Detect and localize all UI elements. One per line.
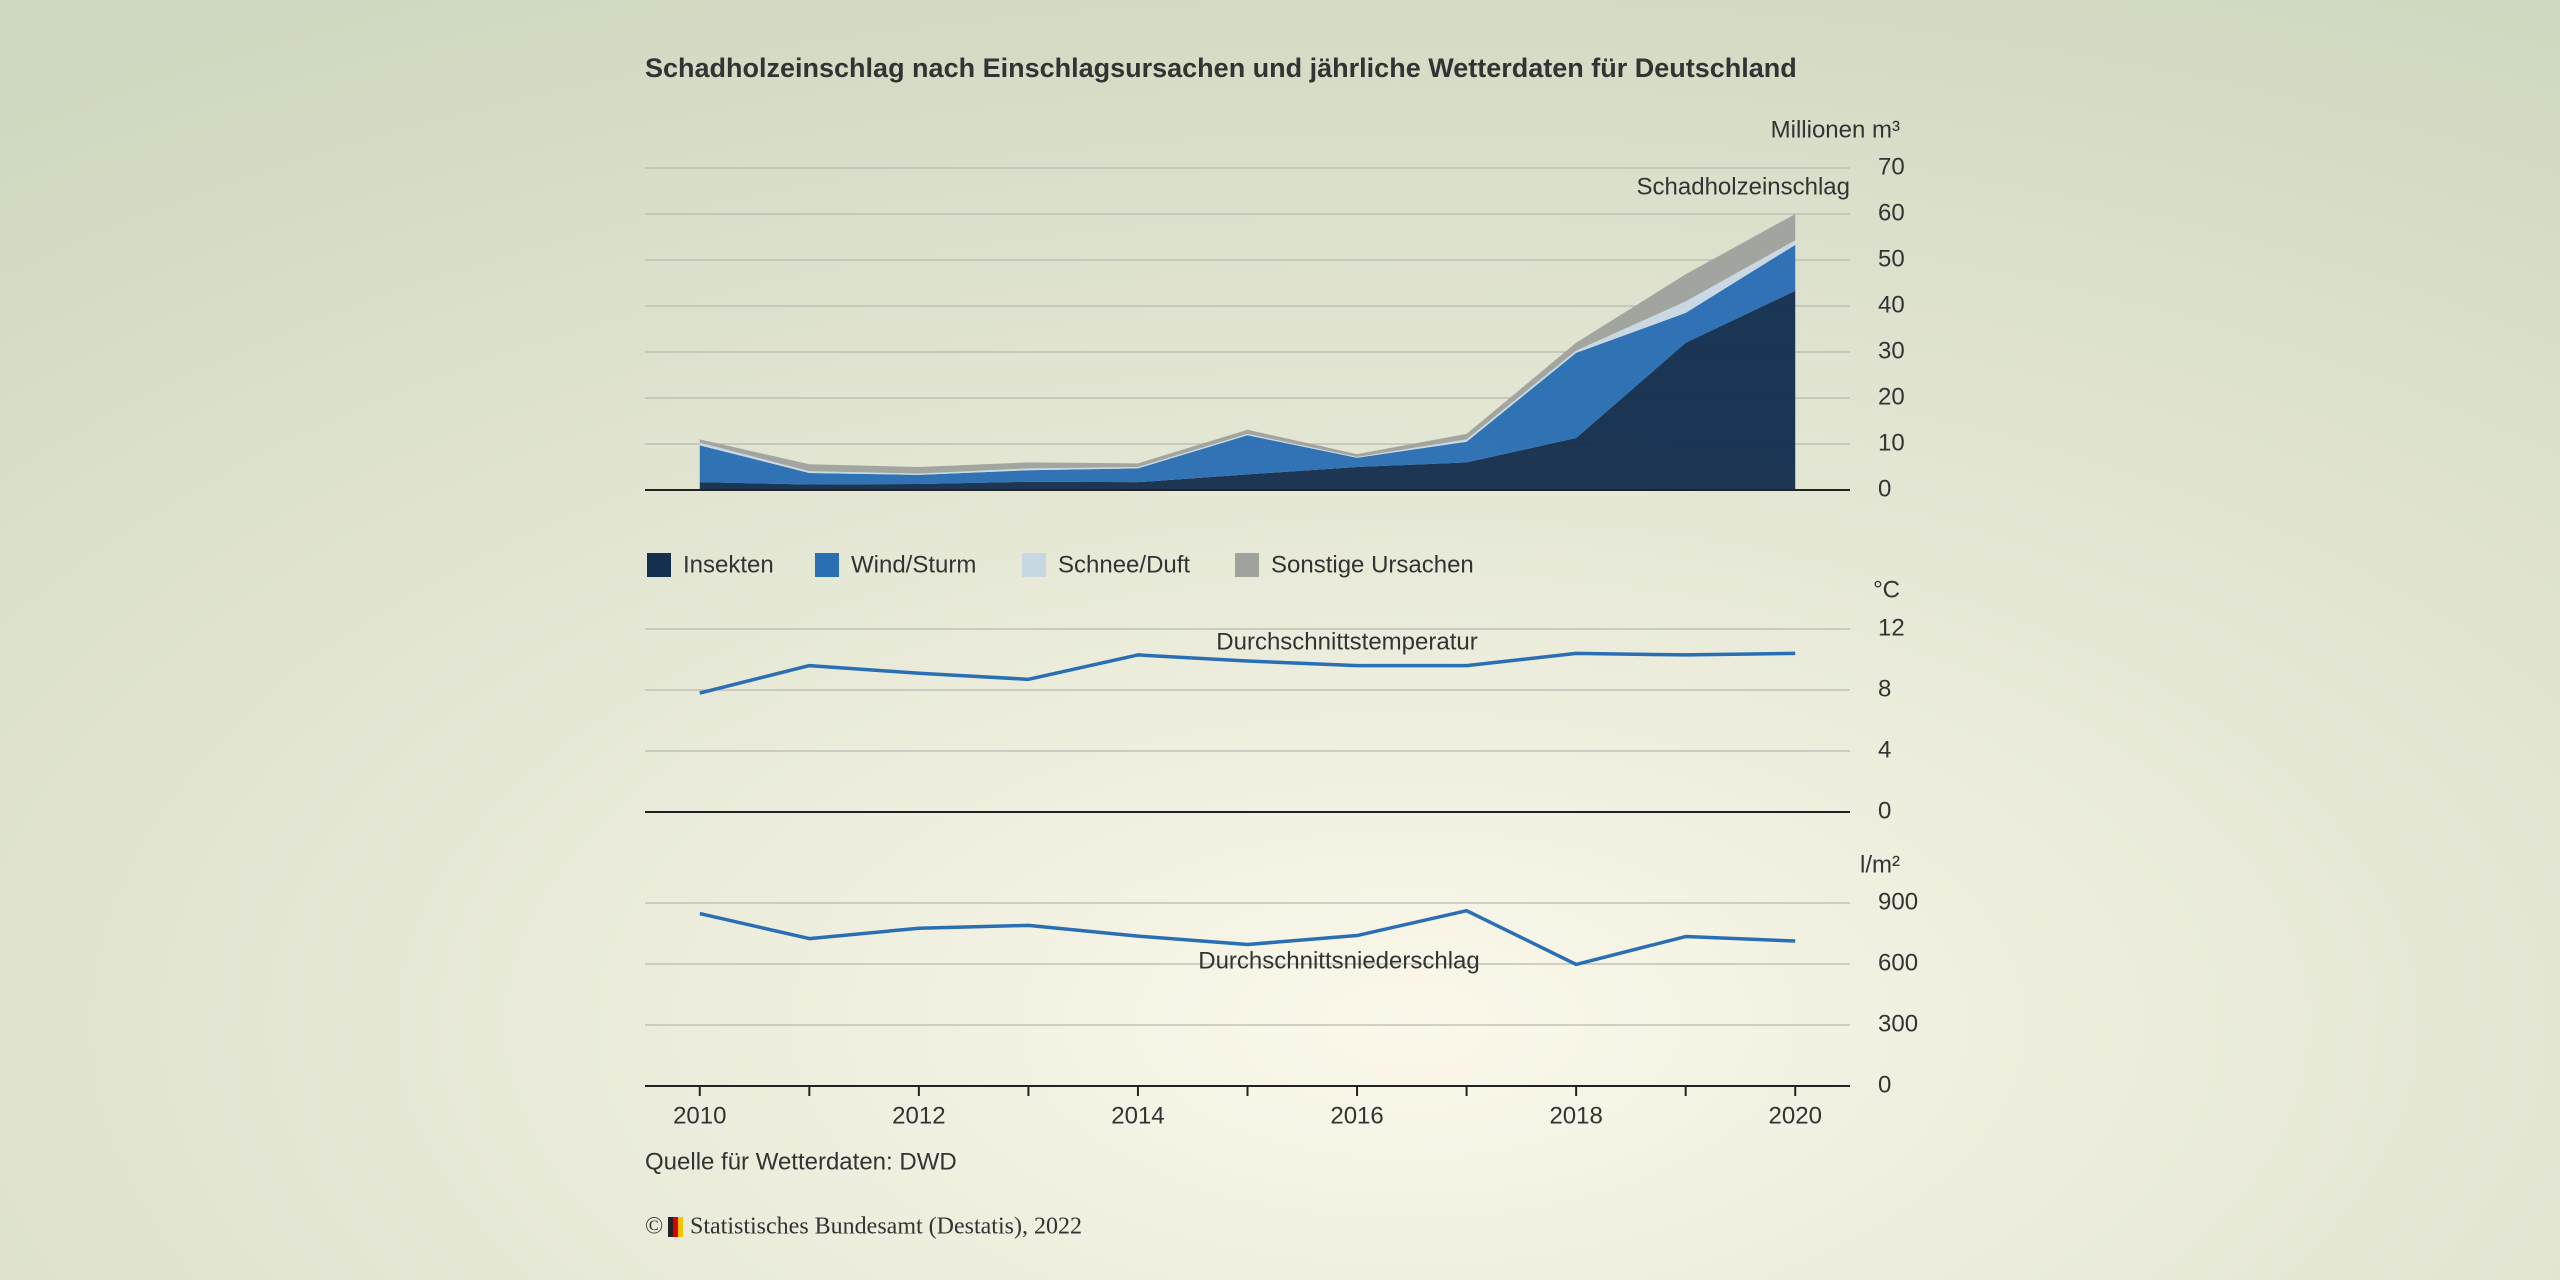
annotation: Schadholzeinschlag [1637,173,1850,200]
flag-icon [668,1217,683,1237]
y-tick-label: 300 [1878,1010,1918,1037]
copyright-symbol: © [645,1214,663,1240]
area [699,214,1796,474]
area [699,290,1796,490]
legend-label: Wind/Sturm [851,551,976,578]
y-tick-label: 8 [1878,675,1891,702]
y-tick-label: 70 [1878,153,1905,180]
y-tick-label: 0 [1878,475,1891,502]
source: Quelle für Wetterdaten: DWD [645,1148,957,1175]
line [699,908,1796,967]
x-tick-label: 2018 [1549,1102,1602,1129]
y-tick-label: 20 [1878,383,1905,410]
legend-swatch [1022,553,1046,577]
legend-swatch [815,553,839,577]
copyright: Statistisches Bundesamt (Destatis), 2022 [690,1214,1082,1240]
legend-label: Insekten [683,551,774,578]
y-axis-label: l/m² [1860,851,1900,878]
y-tick-label: 60 [1878,199,1905,226]
x-tick-label: 2012 [892,1102,945,1129]
line [699,651,1796,695]
y-tick-label: 4 [1878,736,1891,763]
y-axis-label: °C [1873,576,1900,603]
annotation: Durchschnittstemperatur [1216,628,1477,655]
x-tick-label: 2016 [1330,1102,1383,1129]
y-tick-label: 0 [1878,1071,1891,1098]
legend-swatch [1235,553,1259,577]
legend-label: Sonstige Ursachen [1271,551,1474,578]
legend-swatch [647,553,671,577]
area [699,244,1796,485]
chart-title: Schadholzeinschlag nach Einschlagsursach… [645,53,1797,83]
y-tick-label: 40 [1878,291,1905,318]
y-tick-label: 0 [1878,797,1891,824]
y-tick-label: 900 [1878,888,1918,915]
x-tick-label: 2014 [1111,1102,1164,1129]
x-tick-label: 2020 [1769,1102,1822,1129]
y-axis-label: Millionen m³ [1771,116,1900,143]
y-tick-label: 30 [1878,337,1905,364]
x-tick-label: 2010 [673,1102,726,1129]
y-tick-label: 50 [1878,245,1905,272]
annotation: Durchschnittsniederschlag [1198,947,1479,974]
legend-label: Schnee/Duft [1058,551,1190,578]
y-tick-label: 600 [1878,949,1918,976]
y-tick-label: 10 [1878,429,1905,456]
y-tick-label: 12 [1878,614,1905,641]
